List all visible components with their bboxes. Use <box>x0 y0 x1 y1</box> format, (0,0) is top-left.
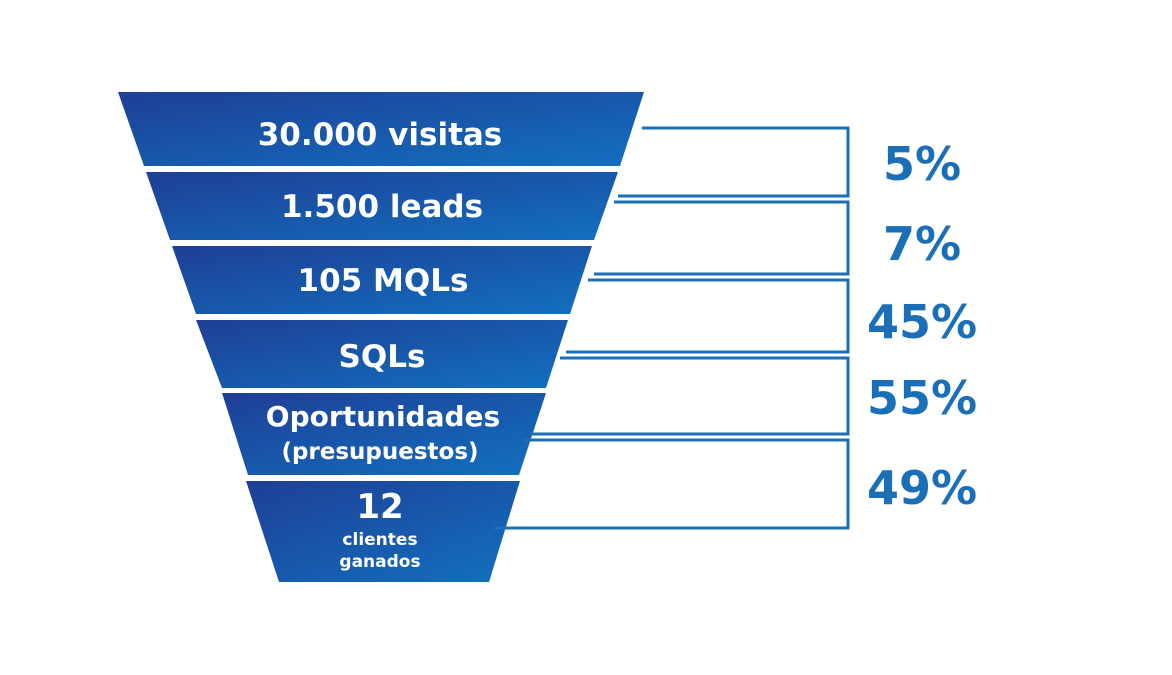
stage-sublabel-clientes: clientes <box>342 530 417 550</box>
funnel-stage-shape <box>196 320 568 388</box>
conversion-bracket-3 <box>566 278 850 354</box>
stage-label-mqls: 105 MQLs <box>298 263 469 299</box>
conversion-rate-1: 5% <box>883 137 961 191</box>
funnel-stage-shape <box>222 393 546 475</box>
stage-label-sqls: SQLs <box>339 339 426 375</box>
funnel-stage-clientes: 12 clientes ganados <box>246 481 520 582</box>
conversion-rate-2: 7% <box>883 217 961 271</box>
funnel-stage-mqls: 105 MQLs <box>172 246 592 314</box>
conversion-bracket-4 <box>530 356 850 436</box>
funnel-stage-shape <box>172 246 592 314</box>
funnel-stage-sqls: SQLs <box>196 320 568 388</box>
funnel-stage-shape <box>246 481 520 582</box>
funnel-stage-leads: 1.500 leads <box>146 172 618 240</box>
funnel-stage-visitas: 30.000 visitas <box>118 92 644 166</box>
stage-label-leads: 1.500 leads <box>281 189 483 225</box>
conversion-rate-4: 55% <box>867 371 977 425</box>
conversion-rate-3: 45% <box>867 295 977 349</box>
stage-label-oportunidades: Oportunidades <box>266 400 500 433</box>
stage-label-visitas: 30.000 visitas <box>258 117 503 153</box>
stage-label-clientes-count: 12 <box>356 487 403 527</box>
stage-sublabel-ganados: ganados <box>339 552 420 572</box>
funnel-stage-oportunidades: Oportunidades (presupuestos) <box>222 393 546 475</box>
funnel-stage-shape <box>146 172 618 240</box>
funnel-stage-shape <box>118 92 644 166</box>
conversion-bracket-5 <box>494 438 850 530</box>
conversion-bracket-2 <box>594 200 850 276</box>
stage-sublabel-presupuestos: (presupuestos) <box>281 439 478 465</box>
conversion-bracket-1 <box>618 126 850 198</box>
conversion-rate-5: 49% <box>867 461 977 515</box>
